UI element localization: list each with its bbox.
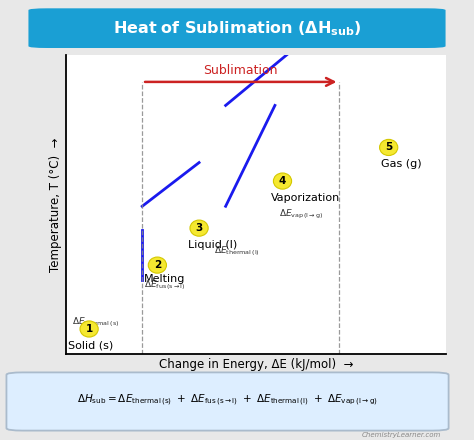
- Circle shape: [190, 220, 208, 236]
- Text: 3: 3: [195, 223, 203, 233]
- Text: Liquid (l): Liquid (l): [188, 240, 237, 250]
- Circle shape: [80, 321, 98, 337]
- X-axis label: Change in Energy, ΔE (kJ/mol)  →: Change in Energy, ΔE (kJ/mol) →: [159, 358, 353, 371]
- FancyBboxPatch shape: [7, 372, 448, 431]
- Circle shape: [273, 173, 292, 189]
- Text: ChemistryLearner.com: ChemistryLearner.com: [362, 432, 441, 438]
- Circle shape: [380, 139, 398, 155]
- FancyBboxPatch shape: [28, 8, 446, 48]
- Text: Solid (s): Solid (s): [68, 341, 113, 351]
- Text: 5: 5: [385, 143, 392, 152]
- Text: $\Delta H_{\rm sub} = \Delta E_{\rm thermal\,(s)}\ +\ \Delta E_{\rm fus\,(s \to : $\Delta H_{\rm sub} = \Delta E_{\rm ther…: [77, 392, 378, 408]
- Text: $\bf{Heat\ of\ Sublimation\ (\Delta H_{sub})}$: $\bf{Heat\ of\ Sublimation\ (\Delta H_{s…: [113, 19, 361, 37]
- Text: 2: 2: [154, 260, 161, 270]
- Text: Vaporization: Vaporization: [271, 193, 340, 203]
- Text: Gas (g): Gas (g): [381, 159, 422, 169]
- Text: $\Delta E_{\rm vap\,(l \to g)}$: $\Delta E_{\rm vap\,(l \to g)}$: [279, 208, 323, 221]
- Text: $\Delta E_{\rm thermal\,(s)}$: $\Delta E_{\rm thermal\,(s)}$: [72, 315, 119, 329]
- Text: $\Delta E_{\rm thermal\,(l)}$: $\Delta E_{\rm thermal\,(l)}$: [214, 245, 260, 258]
- Text: 1: 1: [85, 324, 93, 334]
- Text: Melting: Melting: [144, 274, 185, 283]
- Text: Sublimation: Sublimation: [203, 64, 278, 77]
- Text: 4: 4: [279, 176, 286, 186]
- Text: $\Delta E_{\rm fus\,(s \to l)}$: $\Delta E_{\rm fus\,(s \to l)}$: [144, 278, 186, 292]
- Y-axis label: Temperature, T (°C)  →: Temperature, T (°C) →: [49, 137, 62, 272]
- Circle shape: [148, 257, 166, 273]
